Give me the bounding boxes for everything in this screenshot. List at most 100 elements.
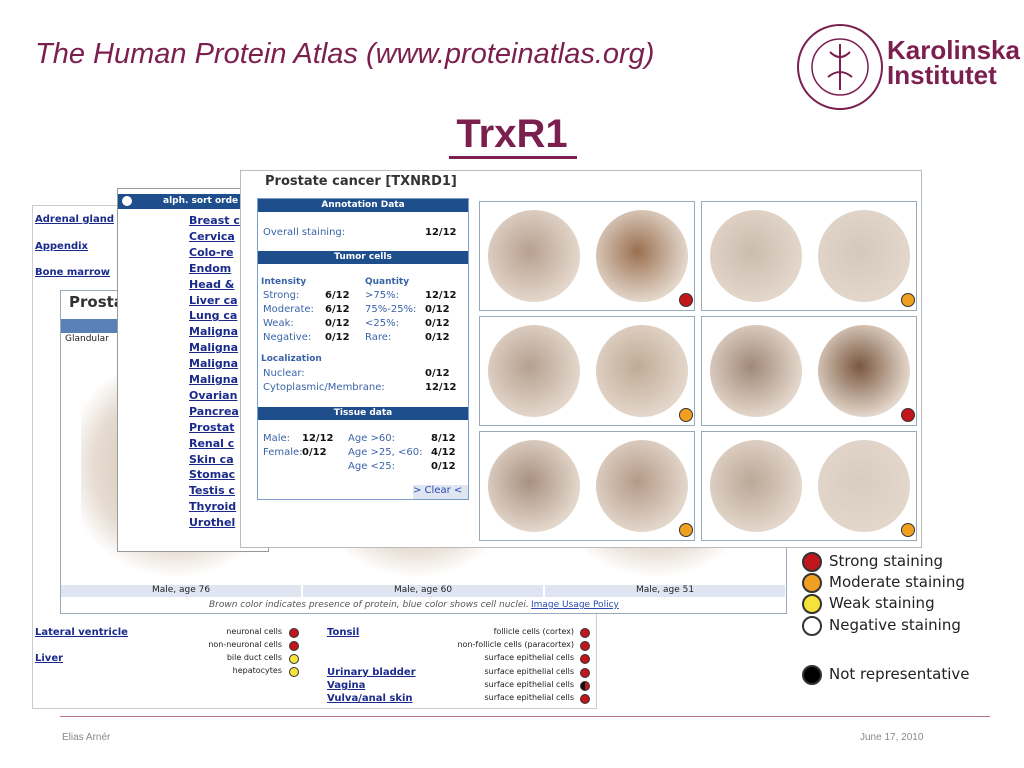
cancer-link: Maligna: [189, 373, 239, 386]
section-bar: Annotation Data: [258, 199, 468, 212]
clear-button: > Clear <: [413, 485, 468, 499]
staining-dot: [289, 654, 299, 664]
tissue-link: Urinary bladder: [327, 667, 416, 678]
collapse-icon: [122, 196, 132, 206]
intensity-cell: Moderate:: [263, 304, 314, 315]
tissue-core: [596, 440, 688, 532]
staining-dot: [289, 628, 299, 638]
intensity-cell: 6/12: [325, 290, 350, 301]
quantity-header: Quantity: [365, 277, 410, 287]
staining-dot: [580, 681, 590, 691]
sort-header: alph. sort orde: [118, 194, 268, 209]
cell-label: neuronal cells: [226, 627, 282, 636]
legend-label: Moderate staining: [829, 573, 965, 591]
localization-cell: 0/12: [425, 368, 450, 379]
image-cell: [701, 201, 917, 311]
legend-label: Not representative: [829, 665, 970, 683]
staining-dot: [580, 641, 590, 651]
legend-icon: [802, 665, 822, 685]
front-screenshot: Prostate cancer [TXNRD1] Annotation Data O…: [240, 170, 922, 548]
sex-cell: Male:: [263, 433, 291, 444]
subtitle: TrxR1: [456, 112, 568, 156]
cancer-link: Cervica: [189, 229, 235, 243]
image-cell: [701, 431, 917, 541]
footer-author: Elias Arnér: [62, 732, 111, 743]
cancer-link: Pancrea: [189, 404, 239, 418]
staining-badge: [901, 408, 915, 422]
tissue-core: [818, 440, 910, 532]
intensity-cell: 0/12: [325, 332, 350, 343]
tissue-core: [488, 440, 580, 532]
image-cell: [479, 316, 695, 426]
cancer-link: Liver ca: [189, 293, 238, 307]
staining-badge: [901, 523, 915, 537]
tissue-core: [596, 210, 688, 302]
legend-icon: [802, 552, 822, 572]
footer-line: [60, 716, 990, 717]
intensity-cell: Weak:: [263, 318, 294, 329]
age-cell: 0/12: [431, 461, 456, 472]
cancer-link: Colo-re: [189, 245, 234, 259]
cancer-link: Maligna: [189, 341, 239, 355]
cancer-link: Head &: [189, 277, 235, 291]
tissue-core: [818, 325, 910, 417]
logo-seal: [797, 24, 883, 110]
subtitle-underline: [449, 156, 577, 159]
intensity-cell: 0/12: [425, 304, 450, 315]
logo-text: Karolinska Institutet: [887, 37, 1020, 88]
image-caption: Male, age 51: [545, 585, 785, 597]
tissue-core: [596, 325, 688, 417]
staining-dot: [580, 668, 590, 678]
intensity-cell: 12/12: [425, 290, 457, 301]
tissue-core: [710, 325, 802, 417]
overall-label: Overall staining:: [263, 227, 346, 238]
cell-label: non-neuronal cells: [208, 640, 282, 649]
tissue-link: Vulva/anal skin: [327, 693, 413, 704]
panel-title: Prostate cancer [TXNRD1]: [265, 174, 457, 189]
intensity-cell: 6/12: [325, 304, 350, 315]
tissue-link: Lateral ventricle: [35, 627, 128, 638]
age-cell: 4/12: [431, 447, 456, 458]
cell-label: surface epithelial cells: [484, 680, 574, 689]
cancer-link: Prostat: [189, 420, 235, 434]
cancer-link: Skin ca: [189, 452, 234, 466]
image-caption: Male, age 60: [303, 585, 543, 597]
age-cell: Age >60:: [348, 433, 395, 444]
cell-label: non-follicle cells (paracortex): [457, 640, 574, 649]
staining-badge: [679, 523, 693, 537]
legend-label: Weak staining: [829, 594, 935, 612]
tissue-link: Vagina: [327, 680, 366, 691]
cancer-link: Breast c: [189, 214, 240, 227]
intensity-cell: 0/12: [425, 318, 450, 329]
tissue-core: [818, 210, 910, 302]
cell-label: surface epithelial cells: [484, 653, 574, 662]
tissue-link: Liver: [35, 653, 64, 664]
sex-cell: Female:: [263, 447, 303, 458]
cell-label: surface epithelial cells: [484, 693, 574, 702]
cancer-link: Thyroid: [189, 500, 237, 514]
slide-title: The Human Protein Atlas (www.proteinatla…: [35, 38, 655, 70]
intensity-header: Intensity: [261, 277, 307, 287]
staining-badge: [901, 293, 915, 307]
staining-dot: [580, 694, 590, 704]
cancer-link: Urothel: [189, 516, 236, 530]
tissue-core: [488, 325, 580, 417]
tissue-link: Tonsil: [327, 627, 360, 638]
staining-badge: [679, 293, 693, 307]
tissue-core: [710, 210, 802, 302]
sex-cell: 12/12: [302, 433, 334, 444]
footer-date: June 17, 2010: [860, 732, 924, 743]
legend-label: Negative staining: [829, 616, 961, 634]
cancer-link: Testis c: [189, 484, 235, 498]
overall-value: 12/12: [425, 227, 457, 238]
cancer-link: Maligna: [189, 325, 239, 339]
column-header: Glandular: [65, 334, 109, 344]
cancer-link: Renal c: [189, 436, 235, 450]
tissue-link: Appendix: [35, 241, 88, 252]
staining-dot: [289, 641, 299, 651]
localization-cell: Nuclear:: [263, 368, 305, 379]
image-cell: [701, 316, 917, 426]
legend-icon: [802, 573, 822, 593]
cancer-link: Lung ca: [189, 309, 238, 323]
